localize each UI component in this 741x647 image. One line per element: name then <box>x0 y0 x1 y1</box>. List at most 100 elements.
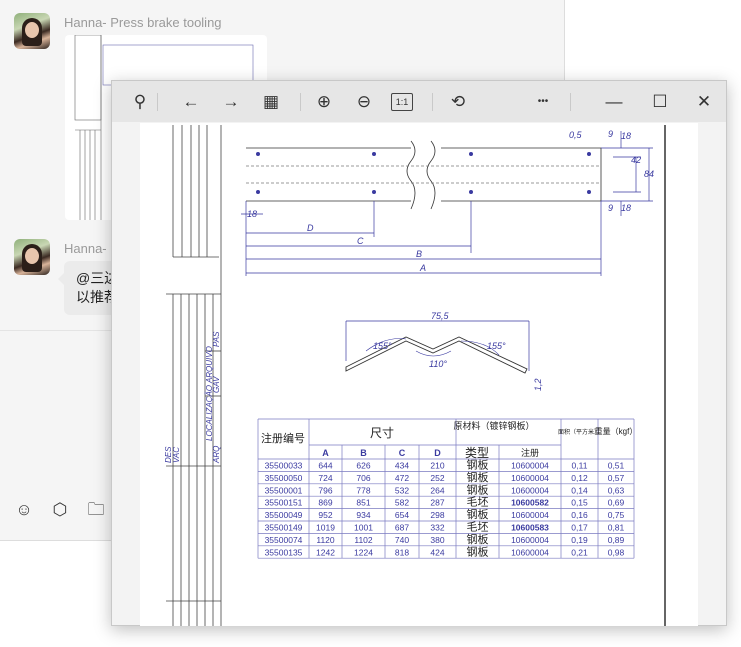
pin-icon[interactable]: ⚲ <box>133 92 147 111</box>
parts-table: 注册编号 尺寸 原材料（镀锌钢板） 面积（平方米）重量（kgf） A B C D 类型 注册 355… <box>257 418 637 559</box>
table-cell: 687 <box>395 523 409 533</box>
table-cell: 0,16 <box>571 510 588 520</box>
back-arrow-icon[interactable]: ← <box>182 92 200 111</box>
table-cell: 934 <box>356 510 370 520</box>
table-cell: 1019 <box>316 523 335 533</box>
table-cell: 10600004 <box>511 510 549 520</box>
svg-text:110°: 110° <box>429 359 447 369</box>
table-cell: 740 <box>395 535 409 545</box>
table-cell: 毛坯 <box>467 521 489 534</box>
avatar[interactable] <box>14 13 50 49</box>
table-cell: 1120 <box>316 535 335 545</box>
table-cell: 0,11 <box>572 461 588 471</box>
divider <box>432 93 433 111</box>
svg-text:155°: 155° <box>487 341 506 351</box>
avatar[interactable] <box>14 239 50 275</box>
rotate-icon[interactable]: ⟲ <box>450 92 466 111</box>
maximize-button[interactable]: ☐ <box>652 92 668 111</box>
table-cell: 原材料（镀锌钢板） <box>453 420 534 431</box>
table-cell: 724 <box>318 473 332 483</box>
title-block-label: GAV <box>212 376 221 393</box>
table-cell: 35500135 <box>265 547 303 557</box>
table-cell: 706 <box>356 473 370 483</box>
table-cell: 626 <box>356 461 370 471</box>
sender-name: Hanna- Press brake tooling <box>64 15 222 30</box>
title-block-label: VAC <box>172 447 181 463</box>
table-cell: 252 <box>430 473 444 483</box>
table-cell: 0,63 <box>608 485 625 495</box>
emoji-icon[interactable]: ☺ <box>15 500 33 519</box>
table-cell: 582 <box>395 498 409 508</box>
table-cell: 1102 <box>354 535 373 545</box>
more-icon[interactable]: ••• <box>537 96 549 107</box>
table-cell: 434 <box>395 461 409 471</box>
table-cell: 35500074 <box>265 535 303 545</box>
table-cell: A <box>322 448 329 458</box>
svg-text:18: 18 <box>247 209 257 219</box>
table-cell: 0,14 <box>571 485 588 495</box>
table-cell: 952 <box>318 510 332 520</box>
table-cell: 10600582 <box>511 498 549 508</box>
table-cell: 毛坯 <box>467 496 489 509</box>
table-cell: 35500149 <box>265 523 303 533</box>
table-cell: B <box>360 448 367 458</box>
table-cell: 1224 <box>354 547 373 557</box>
table-cell: 264 <box>430 485 444 495</box>
table-cell: 10600004 <box>511 473 549 483</box>
actual-size-icon[interactable]: 1:1 <box>391 93 413 111</box>
table-cell: 注册编号 <box>261 431 305 445</box>
svg-text:0,5: 0,5 <box>569 130 583 140</box>
drawing-image: LOCALIZAÇÃO ARQUIVO PAS GAV ARQ VAC DES <box>140 123 698 627</box>
minimize-button[interactable]: — <box>605 92 623 111</box>
message-text: @三边 <box>76 270 119 286</box>
svg-text:A: A <box>419 263 426 273</box>
title-block-label: PAS <box>212 331 221 347</box>
forward-arrow-icon[interactable]: → <box>222 92 240 111</box>
table-cell: 35500151 <box>265 498 303 508</box>
table-cell: 472 <box>395 473 409 483</box>
table-cell: 注册 <box>521 447 539 458</box>
image-viewer-window: ⚲ ← → ▦ ⊕ ⊖ 1:1 ⟲ ••• — ☐ ✕ <box>111 80 727 627</box>
zoom-in-icon[interactable]: ⊕ <box>316 92 332 111</box>
svg-text:9: 9 <box>608 203 613 213</box>
divider <box>570 93 571 111</box>
table-cell: 0,12 <box>571 473 588 483</box>
table-cell: 尺寸 <box>370 426 394 440</box>
table-cell: 210 <box>430 461 444 471</box>
table-cell: 钢板 <box>467 544 489 558</box>
svg-text:18: 18 <box>621 203 631 213</box>
svg-text:84: 84 <box>644 169 654 179</box>
table-cell: 35500050 <box>265 473 303 483</box>
divider <box>157 93 158 111</box>
table-cell: C <box>399 448 406 458</box>
zoom-out-icon[interactable]: ⊖ <box>356 92 372 111</box>
part-profile <box>345 336 528 374</box>
grid-icon[interactable]: ▦ <box>262 92 280 111</box>
table-cell: 35500049 <box>265 510 303 520</box>
table-cell: 869 <box>318 498 332 508</box>
table-cell: 面积（平方米） <box>558 428 600 436</box>
table-cell: 钢板 <box>467 482 489 496</box>
svg-text:42: 42 <box>631 155 641 165</box>
viewer-toolbar: ⚲ ← → ▦ ⊕ ⊖ 1:1 ⟲ ••• — ☐ ✕ <box>112 81 726 122</box>
close-button[interactable]: ✕ <box>696 92 712 111</box>
table-cell: 钢板 <box>467 470 489 484</box>
svg-text:B: B <box>416 249 422 259</box>
folder-icon[interactable]: 🗀 <box>87 500 105 519</box>
svg-text:D: D <box>307 223 314 233</box>
table-cell: 0,75 <box>608 510 625 520</box>
sender-name: Hanna- <box>64 241 107 256</box>
table-cell: 0,17 <box>571 523 588 533</box>
divider <box>300 93 301 111</box>
table-cell: 钢板 <box>467 532 489 546</box>
table-cell: 0,98 <box>608 547 625 557</box>
table-cell: 0,21 <box>571 547 588 557</box>
svg-text:18: 18 <box>621 131 631 141</box>
table-cell: 35500001 <box>265 485 303 495</box>
table-cell: 10600583 <box>511 523 549 533</box>
cube-icon[interactable]: ⬡ <box>52 500 68 519</box>
table-cell: 424 <box>430 547 444 557</box>
table-cell: 钢板 <box>467 507 489 521</box>
table-cell: 298 <box>430 510 444 520</box>
table-cell: 654 <box>395 510 409 520</box>
